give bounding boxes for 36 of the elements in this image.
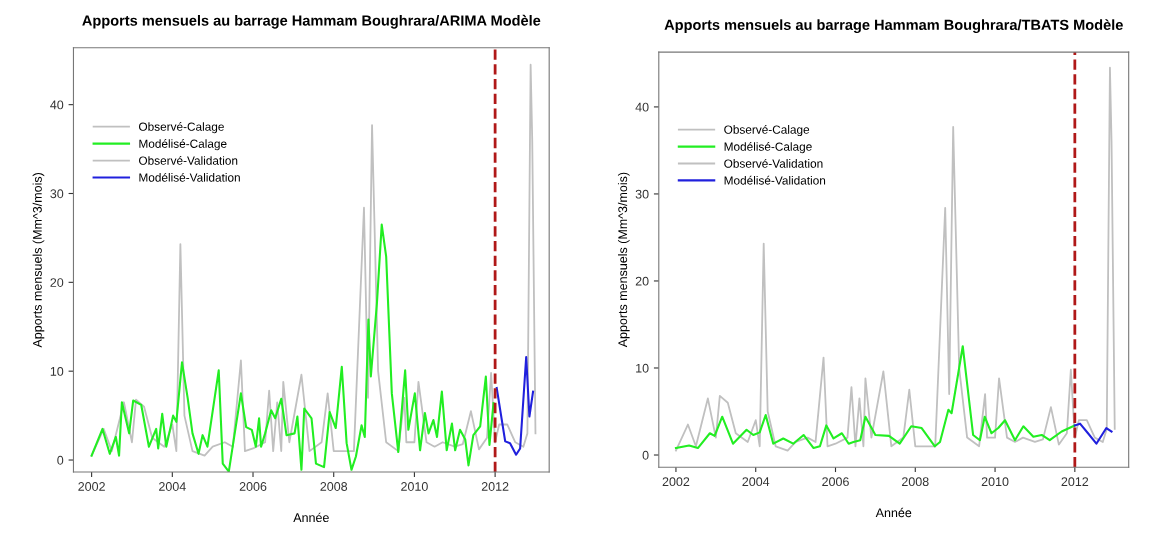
x-tick-label: 2002	[78, 482, 105, 491]
legend-label: Modélisé-Calage	[139, 139, 227, 151]
x-tick-label: 2006	[822, 477, 849, 487]
legend-label: Observé-Validation	[139, 156, 238, 165]
x-tick-label: 2004	[742, 477, 770, 487]
legend-label: Modélisé-Validation	[724, 175, 826, 185]
y-tick-label: 20	[635, 276, 649, 286]
y-tick-label: 20	[50, 278, 64, 287]
legend-label: Observé-Validation	[724, 158, 823, 168]
x-tick-label: 2010	[401, 482, 428, 491]
x-tick-label: 2002	[662, 477, 690, 487]
chart-title: Apports mensuels au barrage Hammam Boughrara/ARIMA Modèle	[82, 14, 541, 29]
x-tick-label: 2008	[320, 482, 348, 491]
legend-label: Observé-Calage	[139, 122, 224, 134]
y-tick-label: 40	[635, 102, 649, 112]
chart-title: Apports mensuels au barrage Hammam Boughrara/TBATS Modèle	[664, 19, 1123, 33]
legend-label: Observé-Calage	[724, 124, 810, 137]
x-tick-label: 2006	[239, 482, 267, 491]
y-tick-label: 0	[642, 450, 649, 460]
x-axis-title: Année	[293, 512, 329, 523]
y-axis-title: Apports mensuels (Mm^3/mois)	[617, 172, 630, 348]
x-tick-label: 2010	[981, 477, 1009, 487]
y-tick-label: 10	[636, 363, 649, 373]
y-tick-label: 30	[635, 189, 649, 199]
x-tick-label: 2012	[1061, 477, 1089, 487]
y-tick-label: 10	[50, 366, 64, 376]
x-tick-label: 2012	[481, 482, 509, 491]
x-tick-label: 2004	[159, 482, 186, 491]
x-tick-label: 2008	[902, 477, 929, 487]
y-axis-title: Apports mensuels (Mm^3/mois)	[32, 173, 45, 348]
y-tick-label: 40	[50, 100, 64, 110]
y-tick-label: 30	[50, 189, 64, 199]
legend-label: Modélisé-Calage	[724, 142, 812, 154]
y-tick-label: 0	[57, 455, 64, 465]
legend-label: Modélisé-Validation	[139, 172, 240, 182]
x-axis-title: Année	[875, 507, 912, 518]
